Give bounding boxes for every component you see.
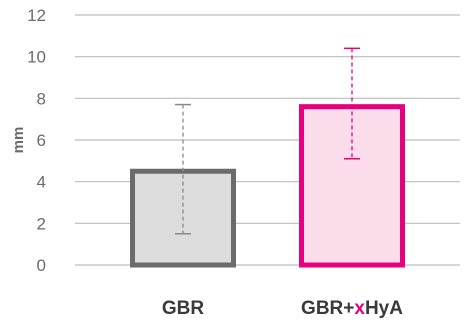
category-label-gbr-xhya-post: HyA	[364, 298, 403, 319]
y-tick-label-0: 0	[37, 256, 46, 275]
y-tick-label-6: 6	[37, 131, 46, 150]
y-tick-label-10: 10	[27, 48, 46, 67]
bar-gbr-xhya	[299, 104, 405, 268]
y-tick-label-8: 8	[37, 89, 46, 108]
category-label-gbr-xhya-pre: GBR+	[301, 298, 355, 319]
category-label-gbr-text: GBR	[161, 298, 205, 319]
bars	[130, 104, 405, 268]
category-label-gbr-xhya-accent: x	[354, 298, 365, 319]
category-label-gbr-xhya: GBR+xHyA	[301, 298, 403, 320]
y-tick-label-12: 12	[27, 6, 46, 25]
y-tick-label-4: 4	[37, 173, 46, 192]
y-tick-labels: 0 2 4 6 8 10 12	[27, 6, 46, 275]
y-axis-label: mm	[10, 127, 27, 154]
error-bars	[175, 47, 360, 235]
y-tick-label-2: 2	[37, 214, 46, 233]
category-label-gbr: GBR	[162, 298, 204, 320]
